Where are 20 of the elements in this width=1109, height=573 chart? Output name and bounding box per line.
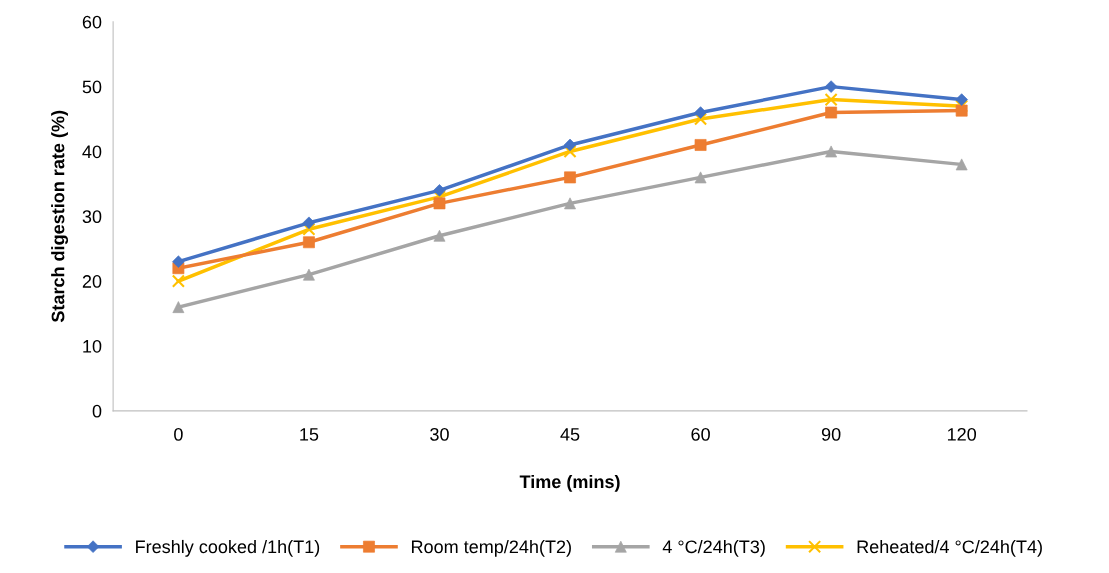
y-tick-label: 50: [82, 80, 102, 94]
legend-label: Freshly cooked /1h(T1): [136, 539, 320, 557]
x-tick-label: 90: [821, 427, 841, 441]
y-tick-label: 10: [83, 339, 102, 353]
x-tick-label: 120: [947, 427, 977, 441]
y-tick-label: 60: [82, 15, 102, 29]
y-tick-label: 30: [82, 210, 102, 224]
x-tick-label: 15: [300, 428, 319, 441]
x-axis-title: Time (mins): [519, 474, 620, 492]
x-tick-label: 45: [560, 428, 580, 441]
y-tick-label: 40: [82, 145, 102, 159]
legend-label: Reheated/4 °C/24h(T4): [857, 539, 1042, 557]
y-axis-title: Starch digestion rate (%): [51, 110, 69, 323]
legend-label: 4 °C/24h(T3): [662, 539, 765, 557]
x-tick-label: 60: [691, 427, 710, 441]
x-tick-label: 0: [174, 427, 183, 441]
y-tick-label: 20: [82, 275, 102, 288]
x-tick-label: 30: [430, 427, 449, 441]
legend-label: Room temp/24h(T2): [411, 539, 571, 557]
y-tick-label: 0: [92, 404, 102, 418]
